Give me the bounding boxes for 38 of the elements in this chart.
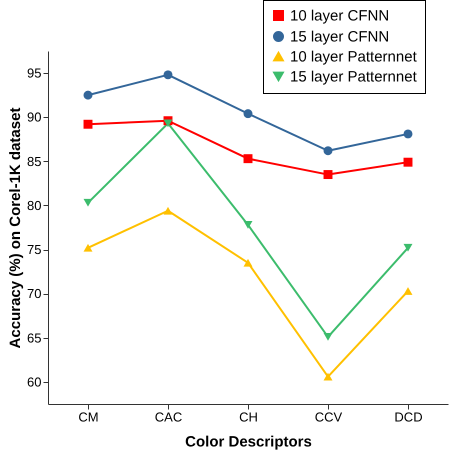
- x-tick-label: CCV: [314, 410, 343, 424]
- point: [164, 119, 172, 128]
- y-axis-title: Accuracy (%) on Corel-1K dataset: [7, 108, 24, 348]
- x-tick-label: DCD: [394, 410, 423, 424]
- legend-label: 10 layer CFNN: [290, 8, 390, 24]
- point: [404, 158, 412, 167]
- y-tick-label: 90: [27, 110, 42, 125]
- point: [84, 90, 92, 100]
- point: [404, 287, 412, 295]
- x-tick-label: CH: [239, 410, 258, 424]
- point: [164, 70, 172, 80]
- point: [244, 220, 252, 229]
- point: [244, 109, 252, 118]
- x-axis-title: Color Descriptors: [185, 434, 312, 450]
- point: [164, 206, 172, 215]
- point: [324, 333, 332, 341]
- legend-label: 15 layer CFNN: [290, 28, 390, 46]
- legend-label: 15 layer Patternnet: [290, 68, 418, 86]
- y-tick-label: 80: [27, 198, 42, 213]
- point: [324, 372, 332, 381]
- point: [404, 129, 412, 138]
- y-tick-label: 70: [27, 286, 42, 302]
- point: [404, 244, 412, 252]
- y-tick-label: 85: [27, 154, 42, 169]
- y-tick-label: 60: [27, 374, 42, 390]
- y-tick-label: 95: [27, 66, 42, 81]
- point: [84, 244, 92, 252]
- point: [244, 258, 252, 267]
- point: [244, 154, 252, 164]
- x-tick-label: CM: [78, 410, 99, 424]
- point: [84, 198, 92, 207]
- point: [324, 170, 332, 180]
- x-tick-label: CAC: [154, 410, 182, 424]
- point: [324, 146, 332, 156]
- legend-label: 10 layer Patternnet: [290, 48, 418, 66]
- y-tick-label: 75: [27, 242, 42, 258]
- point: [84, 120, 92, 129]
- y-tick-label: 65: [27, 330, 42, 346]
